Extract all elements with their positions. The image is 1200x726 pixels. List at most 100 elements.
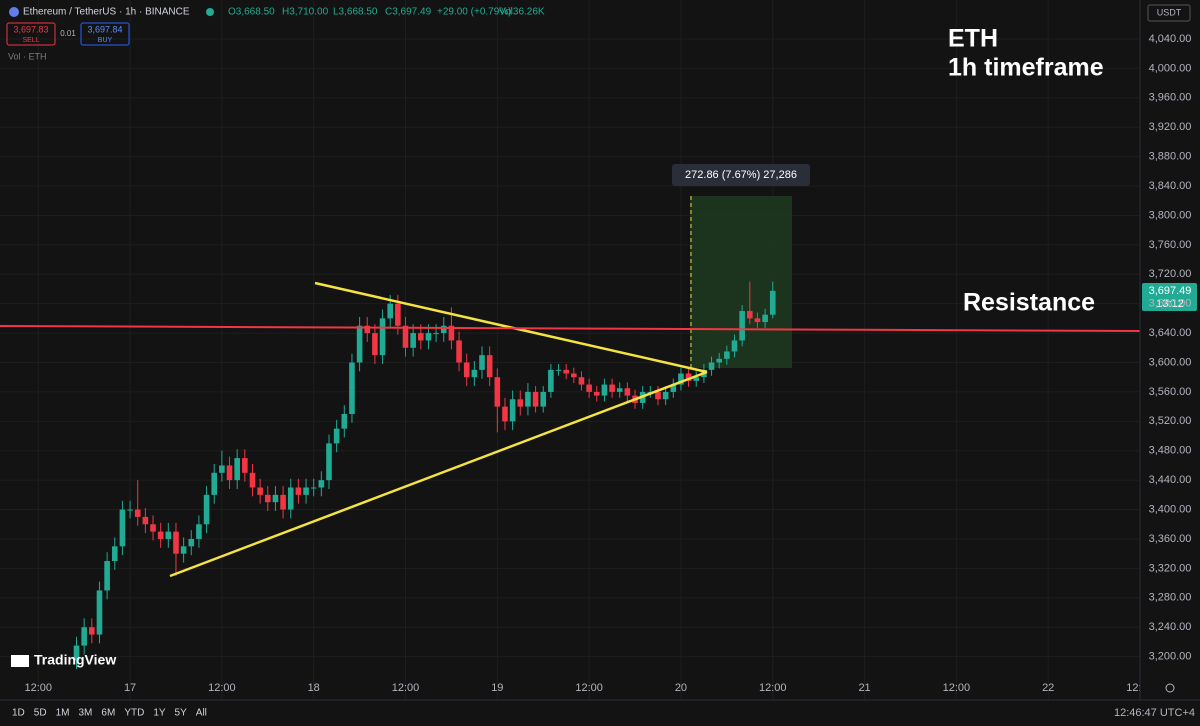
candle-body	[517, 399, 524, 407]
candle-body	[678, 373, 684, 385]
candle-body	[196, 524, 202, 539]
candle-body	[555, 369, 562, 371]
currency-box[interactable]	[1147, 4, 1191, 22]
candle-body	[364, 325, 371, 334]
range-button[interactable]: 5Y	[175, 708, 188, 719]
measure-label-bg	[672, 164, 810, 186]
candle-body	[257, 487, 263, 495]
ohlc-volume: Vol36.26K	[499, 7, 545, 18]
candle-body	[769, 290, 776, 315]
candle-body	[349, 362, 355, 414]
y-tick-label: 3,800.00	[1149, 209, 1192, 221]
range-button[interactable]: 1D	[12, 708, 25, 719]
candle-body	[203, 494, 210, 525]
buy-button[interactable]	[80, 22, 130, 46]
candle-body	[387, 303, 394, 319]
candle-body	[318, 480, 325, 488]
spread: 0.01	[60, 29, 76, 38]
range-button[interactable]: YTD	[124, 708, 144, 719]
buy-label[interactable]: BUY	[98, 37, 113, 44]
clock: 12:46:47 UTC+4	[1114, 707, 1195, 719]
ohlc-high: H3,710.00	[282, 7, 329, 18]
sell-button[interactable]	[6, 22, 56, 46]
y-tick-label: 3,920.00	[1149, 121, 1192, 133]
y-tick-label: 4,000.00	[1149, 62, 1192, 74]
volume-indicator[interactable]: Vol · ETH	[8, 51, 47, 61]
x-tick-label: 21	[858, 682, 870, 694]
x-tick-label: 12:00	[1126, 682, 1154, 694]
y-tick-label: 3,760.00	[1149, 239, 1192, 251]
candle-body	[762, 314, 768, 323]
candle-body	[548, 369, 554, 392]
candle-body	[693, 377, 700, 381]
sell-label[interactable]: SELL	[22, 37, 39, 44]
candle-body	[708, 362, 715, 370]
candle-body	[242, 458, 248, 473]
currency[interactable]: USDT	[1157, 7, 1182, 17]
candle-body	[303, 487, 309, 495]
range-button[interactable]: All	[196, 708, 207, 719]
y-tick-label: 3,400.00	[1149, 503, 1192, 515]
candle-body	[395, 303, 401, 326]
candle-body	[134, 509, 141, 517]
settings-icon[interactable]	[1165, 683, 1175, 693]
y-tick-label: 3,600.00	[1149, 356, 1192, 368]
range-button[interactable]: 5D	[34, 708, 47, 719]
buy-price[interactable]: 3,697.84	[87, 24, 122, 34]
candle-body	[295, 487, 302, 495]
candle-body	[655, 391, 661, 400]
candle-body	[73, 645, 80, 661]
x-tick-label: 12:00	[208, 682, 236, 694]
range-button[interactable]: 6M	[101, 708, 115, 719]
candle-body	[525, 391, 531, 407]
ohlc-open: O3,668.50	[228, 7, 275, 18]
y-tick-label: 3,280.00	[1149, 592, 1192, 604]
sell-price[interactable]: 3,697.83	[13, 24, 48, 34]
range-button[interactable]: 1Y	[153, 708, 166, 719]
candle-body	[89, 627, 95, 635]
candle-body	[509, 399, 516, 422]
candle-body	[456, 340, 462, 363]
candle-body	[111, 546, 118, 562]
price-tag-countdown: 13:12	[1156, 298, 1184, 310]
y-tick-label: 3,640.00	[1149, 327, 1192, 339]
candle-body	[272, 494, 279, 503]
candle-body	[310, 487, 317, 489]
x-tick-label: 19	[491, 682, 503, 694]
x-tick-label: 12:00	[943, 682, 971, 694]
measure-label: 272.86 (7.67%) 27,286	[685, 169, 797, 181]
y-tick-label: 3,880.00	[1149, 151, 1192, 163]
candle-body	[150, 524, 156, 532]
y-tick-label: 3,840.00	[1149, 180, 1192, 192]
candle-body	[165, 531, 172, 539]
ohlc-close: C3,697.49	[385, 7, 432, 18]
symbol[interactable]: Ethereum / TetherUS · 1h · BINANCE	[23, 7, 190, 18]
range-button[interactable]: 1M	[56, 708, 70, 719]
candle-body	[662, 391, 669, 400]
candle-body	[616, 388, 623, 392]
candle-body	[563, 369, 569, 374]
footer: 1D 5D 1M 3M 6M YTD 1Y 5Y All	[12, 708, 207, 719]
range-button[interactable]: 3M	[79, 708, 93, 719]
candle-body	[433, 333, 439, 335]
annotation-title: ETH	[948, 25, 998, 53]
candle-body	[471, 369, 478, 378]
candle-body	[532, 391, 539, 407]
ohlc-low: L3,668.50	[333, 7, 378, 18]
y-tick-label: 3,320.00	[1149, 562, 1192, 574]
candle-body	[724, 351, 730, 359]
candle-body	[341, 413, 348, 429]
logo-mark	[11, 655, 29, 667]
candle-body	[372, 333, 378, 356]
candle-body	[119, 509, 126, 547]
candle-body	[448, 325, 455, 341]
candle-body	[173, 531, 179, 554]
x-tick-label: 18	[308, 682, 320, 694]
measure-box	[690, 196, 792, 368]
candle-body	[571, 373, 577, 378]
trendline-lower	[169, 370, 708, 578]
candle-body	[586, 384, 592, 392]
candle-body	[180, 546, 187, 554]
candle-body	[410, 333, 416, 348]
y-tick-label: 3,960.00	[1149, 92, 1192, 104]
